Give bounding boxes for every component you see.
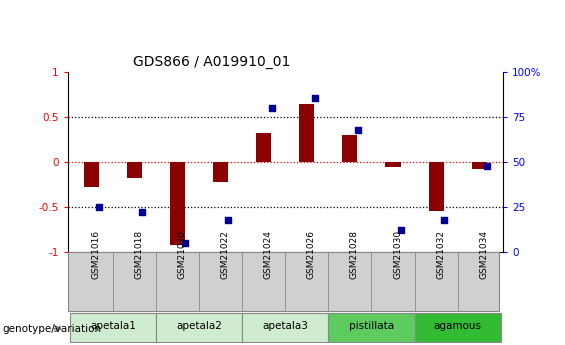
Text: apetala3: apetala3 [262,321,308,331]
Bar [70,313,156,342]
Bar [472,162,486,169]
Point [181,240,190,246]
Text: GSM21028: GSM21028 [350,230,359,279]
Point [95,204,104,210]
Text: GSM21022: GSM21022 [221,230,230,279]
Text: pistillata: pistillata [349,321,394,331]
Text: apetala1: apetala1 [90,321,136,331]
Point [396,228,405,233]
Bar [170,162,185,245]
Text: GSM21026: GSM21026 [307,230,316,279]
Text: GSM21034: GSM21034 [479,230,488,279]
Text: GSM21024: GSM21024 [264,230,273,279]
Point [353,127,362,132]
Point [267,106,276,111]
Text: agamous: agamous [433,321,481,331]
Bar [328,313,415,342]
Point [224,217,233,222]
Point [138,210,147,215]
Point [440,217,449,222]
Text: GSM21032: GSM21032 [436,230,445,279]
Bar [156,313,242,342]
Bar [84,162,99,187]
Text: GDS866 / A019910_01: GDS866 / A019910_01 [133,55,290,69]
Point [483,163,492,168]
Bar [299,104,314,162]
Bar [213,162,228,182]
Bar [415,313,501,342]
Text: genotype/variation: genotype/variation [3,324,102,334]
Text: GSM21030: GSM21030 [393,230,402,279]
Bar [257,134,271,162]
Point [310,95,319,100]
Bar [342,135,358,162]
Bar [385,162,401,167]
Text: GSM21020: GSM21020 [177,230,186,279]
Bar [127,162,142,178]
Text: apetala2: apetala2 [176,321,222,331]
Text: GSM21018: GSM21018 [134,230,144,279]
Bar [428,162,444,211]
Bar [242,313,328,342]
Text: GSM21016: GSM21016 [92,230,101,279]
